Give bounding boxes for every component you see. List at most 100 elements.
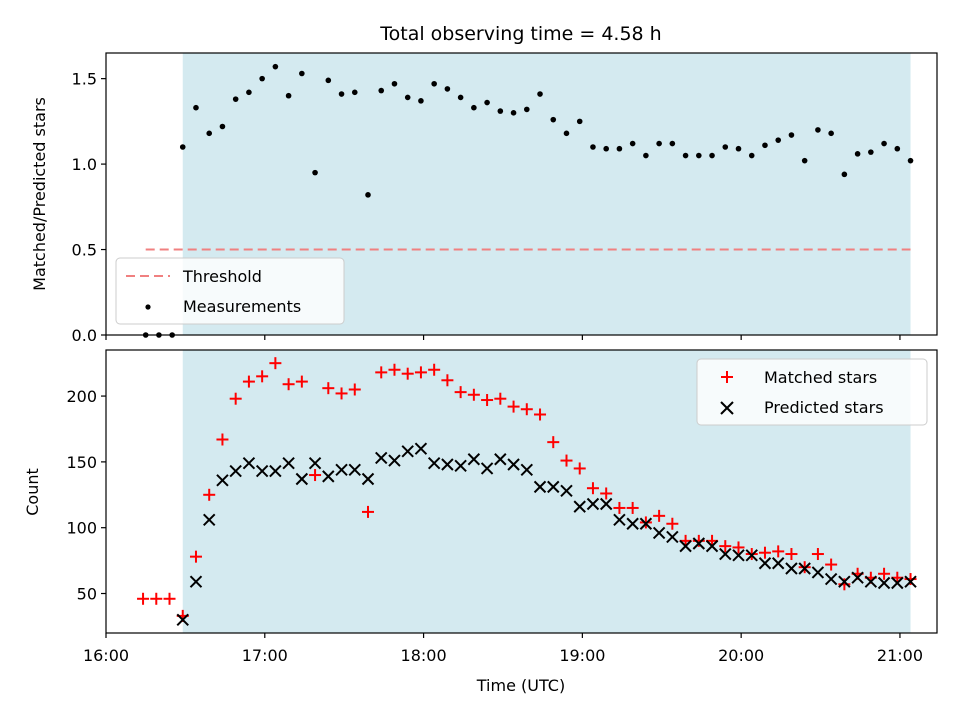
predicted-star-point bbox=[361, 472, 375, 486]
predicted-cross-b bbox=[295, 472, 309, 486]
predicted-star-point bbox=[401, 445, 414, 458]
measurement-point bbox=[444, 86, 451, 92]
measurement-point bbox=[828, 130, 834, 137]
predicted-star-point bbox=[652, 526, 666, 540]
measurement-point bbox=[312, 169, 318, 176]
predicted-cross-b bbox=[441, 458, 454, 471]
matched-star-point bbox=[295, 375, 308, 388]
predicted-cross-b bbox=[745, 549, 758, 562]
predicted-cross-b bbox=[599, 497, 613, 511]
predicted-star-point bbox=[348, 463, 361, 476]
measurement-point bbox=[206, 130, 213, 137]
predicted-cross-b bbox=[189, 575, 203, 588]
predicted-star-point bbox=[573, 500, 586, 513]
predicted-star-point bbox=[480, 462, 494, 475]
top-y-tick-label: 0.5 bbox=[72, 241, 97, 260]
predicted-star-point bbox=[877, 576, 891, 590]
matched-star-point bbox=[256, 370, 269, 383]
predicted-cross-b bbox=[904, 575, 917, 588]
predicted-star-point bbox=[639, 517, 653, 530]
predicted-star-point bbox=[255, 464, 269, 478]
measurement-point bbox=[722, 144, 729, 150]
top-panel: 0.0 0.5 1.0 1.5 Total observing time = 4.58… bbox=[30, 23, 938, 345]
matched-star-point bbox=[322, 382, 335, 395]
measurement-point bbox=[550, 116, 557, 123]
predicted-cross-b bbox=[851, 571, 864, 584]
predicted-cross-b bbox=[798, 562, 811, 575]
predicted-cross-b bbox=[626, 517, 639, 530]
measurement-point bbox=[576, 118, 583, 125]
predicted-cross-b bbox=[282, 456, 295, 470]
measurement-point bbox=[669, 140, 676, 147]
legend-predicted-label: Predicted stars bbox=[764, 398, 884, 417]
measurement-point bbox=[616, 145, 623, 152]
predicted-cross-b bbox=[203, 513, 216, 527]
matched-star-point bbox=[732, 541, 745, 554]
predicted-star-point bbox=[520, 463, 534, 476]
legend-predicted-swatch bbox=[720, 401, 734, 415]
matched-star-point bbox=[137, 592, 150, 605]
matched-star-point bbox=[666, 517, 679, 530]
predicted-star-point bbox=[864, 575, 878, 588]
matched-star-point bbox=[428, 363, 441, 376]
matched-star-point bbox=[414, 366, 427, 379]
measurement-point bbox=[497, 108, 504, 114]
predicted-cross-b bbox=[824, 572, 838, 586]
predicted-cross-b bbox=[335, 463, 348, 476]
matched-star-point bbox=[653, 509, 666, 522]
matched-star-point bbox=[758, 546, 771, 559]
predicted-cross-b bbox=[269, 464, 282, 478]
matched-star-point bbox=[719, 540, 732, 553]
legend-measurements-swatch bbox=[145, 304, 151, 310]
x-tick-label: 17:00 bbox=[242, 646, 288, 665]
predicted-cross-b bbox=[732, 549, 745, 562]
bottom-y-axis-title: Count bbox=[23, 468, 42, 516]
bottom-y-tick-label: 50 bbox=[77, 585, 97, 604]
top-y-tick-label: 0.0 bbox=[72, 326, 97, 345]
predicted-star-point bbox=[772, 557, 785, 570]
predicted-cross-b bbox=[692, 537, 706, 550]
measurement-point bbox=[907, 157, 914, 164]
legend-threshold-label: Threshold bbox=[182, 267, 262, 286]
predicted-star-point bbox=[613, 513, 626, 527]
measurement-point bbox=[643, 152, 649, 159]
matched-star-point bbox=[494, 392, 507, 405]
predicted-cross-b bbox=[533, 480, 547, 494]
predicted-star-point bbox=[454, 459, 467, 473]
matched-star-point bbox=[534, 408, 547, 421]
predicted-star-point bbox=[547, 480, 560, 494]
predicted-cross-b bbox=[666, 530, 679, 544]
measurement-point bbox=[735, 145, 742, 152]
predicted-cross-b bbox=[573, 500, 586, 513]
x-tick-label: 16:00 bbox=[83, 646, 129, 665]
measurement-point bbox=[841, 171, 848, 178]
predicted-cross-b bbox=[891, 576, 904, 590]
predicted-star-point bbox=[785, 562, 798, 575]
predicted-cross-b bbox=[322, 470, 335, 483]
measurement-point bbox=[325, 77, 332, 84]
predicted-star-point bbox=[851, 571, 864, 584]
measurement-point bbox=[471, 104, 477, 111]
matched-star-point bbox=[560, 454, 573, 467]
predicted-star-point bbox=[295, 472, 309, 486]
predicted-star-point bbox=[758, 557, 772, 570]
predicted-cross-b bbox=[639, 517, 653, 530]
measurement-point bbox=[563, 130, 570, 137]
predicted-cross-b bbox=[348, 463, 361, 476]
predicted-cross-b bbox=[454, 459, 467, 473]
predicted-cross-b bbox=[785, 562, 798, 575]
measurement-point bbox=[788, 132, 795, 138]
predicted-cross-b bbox=[494, 453, 507, 466]
predicted-star-point bbox=[507, 458, 520, 471]
measurement-point bbox=[656, 140, 662, 147]
predicted-cross-b bbox=[520, 463, 534, 476]
predicted-star-point bbox=[679, 539, 692, 553]
predicted-cross-b bbox=[507, 458, 520, 471]
predicted-cross-b bbox=[877, 576, 891, 590]
predicted-star-point bbox=[176, 613, 189, 627]
predicted-cross-b bbox=[242, 456, 256, 470]
predicted-star-point bbox=[904, 575, 917, 588]
predicted-cross-b bbox=[467, 453, 481, 466]
matched-star-point bbox=[269, 357, 282, 370]
measurement-point bbox=[457, 94, 464, 101]
